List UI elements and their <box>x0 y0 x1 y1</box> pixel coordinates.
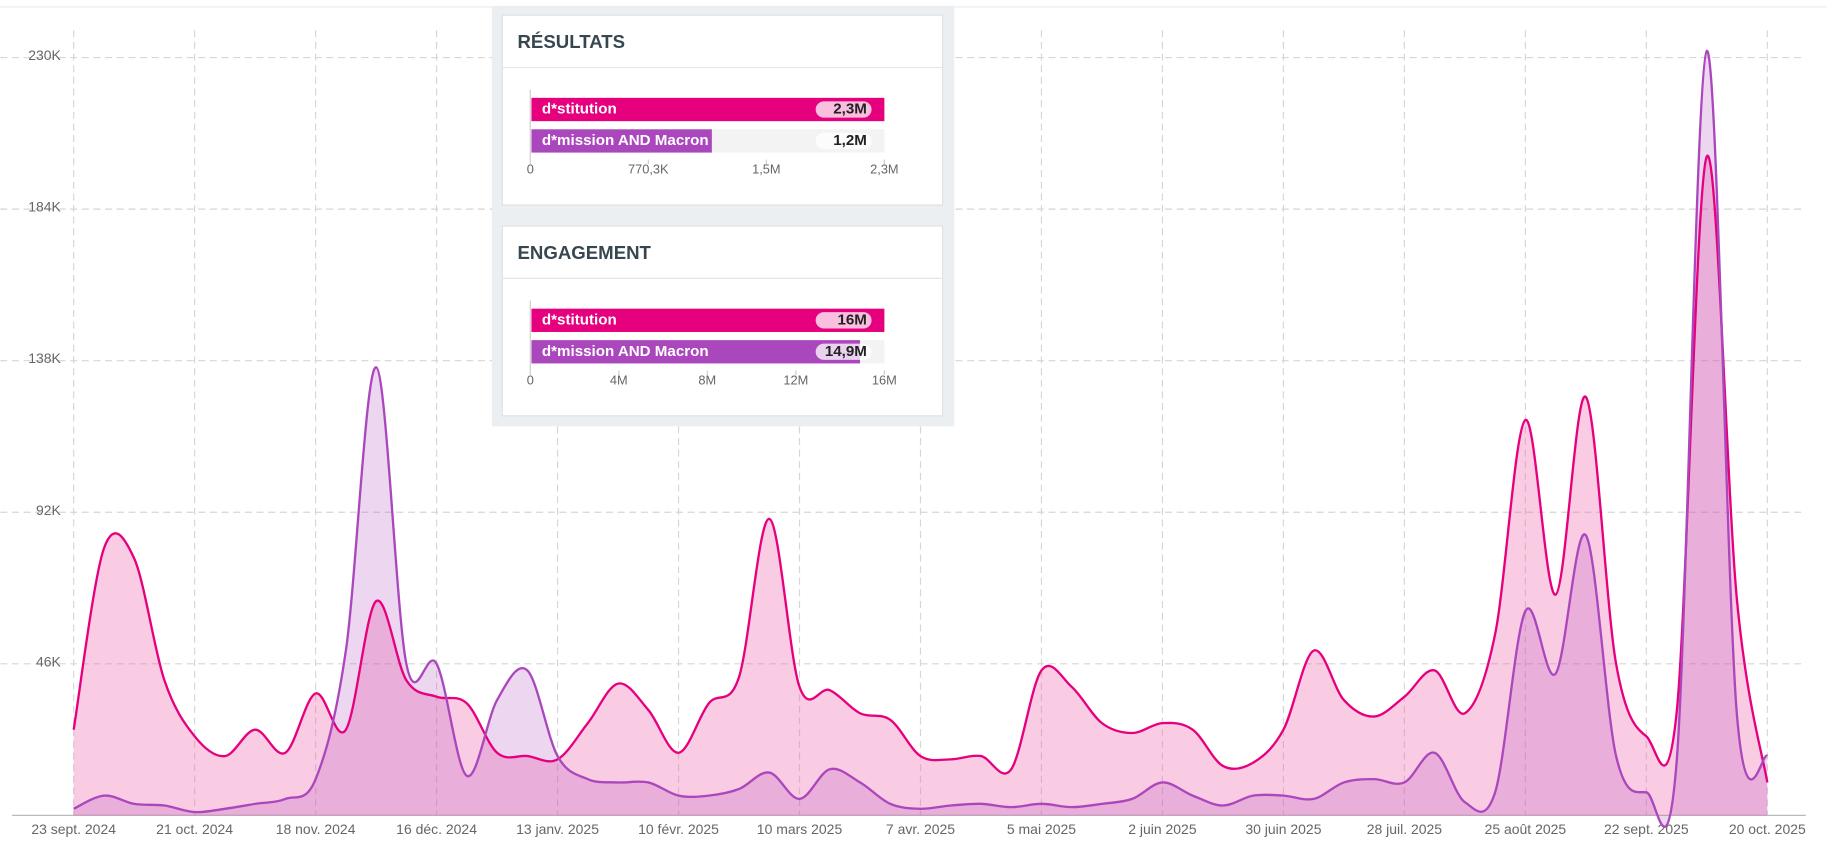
x-tick-label: 18 nov. 2024 <box>276 821 356 837</box>
bar <box>531 97 885 122</box>
x-tick-label: 4M <box>610 372 628 387</box>
bar-label: d*stitution <box>542 311 617 328</box>
value-label: 1,2M <box>833 132 867 149</box>
x-tick-label: 30 juin 2025 <box>1245 821 1321 837</box>
x-tick-label: 0 <box>527 372 534 387</box>
value-label: 14,9M <box>825 343 867 360</box>
bar <box>531 308 885 332</box>
card-title: ENGAGEMENT <box>517 242 651 263</box>
x-tick-label: 5 mai 2025 <box>1007 821 1076 837</box>
series-area <box>73 50 1768 827</box>
y-tick-label: 92K <box>36 502 62 518</box>
y-tick-label: 230K <box>28 47 61 63</box>
x-tick-label: 1,5M <box>752 161 780 176</box>
x-tick-label: 22 sept. 2025 <box>1604 821 1689 837</box>
value-pill <box>815 343 872 360</box>
value-pill <box>815 101 872 118</box>
summary-panel: RÉSULTATS 0 770,3K 1,5M 2,3M d*stitution 2,3M d… <box>491 5 955 427</box>
x-tick-label: 770,3K <box>628 161 669 176</box>
x-tick-label: 16M <box>872 372 897 387</box>
value-label: 2,3M <box>833 100 867 117</box>
y-tick-label: 138K <box>28 350 61 366</box>
value-pill <box>815 312 872 329</box>
x-tick-label: 10 févr. 2025 <box>638 821 719 837</box>
bar-label: d*stitution <box>542 100 617 117</box>
bar-label: d*mission AND Macron <box>542 343 709 360</box>
y-tick-label: 184K <box>28 199 61 215</box>
series-line <box>73 49 1769 828</box>
x-tick-label: 8M <box>698 372 716 387</box>
x-tick-label: 0 <box>527 161 534 176</box>
x-tick-label: 2,3M <box>870 161 898 176</box>
series-area <box>73 155 1768 816</box>
x-tick-label: 25 août 2025 <box>1485 821 1567 837</box>
card-title: RÉSULTATS <box>517 31 625 52</box>
bar <box>531 129 712 153</box>
value-label: 16M <box>837 311 866 328</box>
x-tick-label: 7 avr. 2025 <box>886 821 955 837</box>
x-tick-label: 12M <box>783 372 808 387</box>
x-tick-label: 20 oct. 2025 <box>1729 821 1806 837</box>
x-tick-label: 28 juil. 2025 <box>1367 821 1443 837</box>
x-tick-label: 2 juin 2025 <box>1128 821 1197 837</box>
x-tick-label: 10 mars 2025 <box>757 821 843 837</box>
y-tick-label: 46K <box>36 653 62 669</box>
x-tick-label: 23 sept. 2024 <box>31 821 116 837</box>
x-tick-label: 13 janv. 2025 <box>516 821 599 837</box>
x-tick-label: 16 déc. 2024 <box>396 821 477 837</box>
bar <box>531 340 861 364</box>
x-tick-label: 21 oct. 2024 <box>156 821 233 837</box>
bar-label: d*mission AND Macron <box>542 132 709 149</box>
series-line <box>72 154 1769 783</box>
value-pill <box>815 132 872 150</box>
